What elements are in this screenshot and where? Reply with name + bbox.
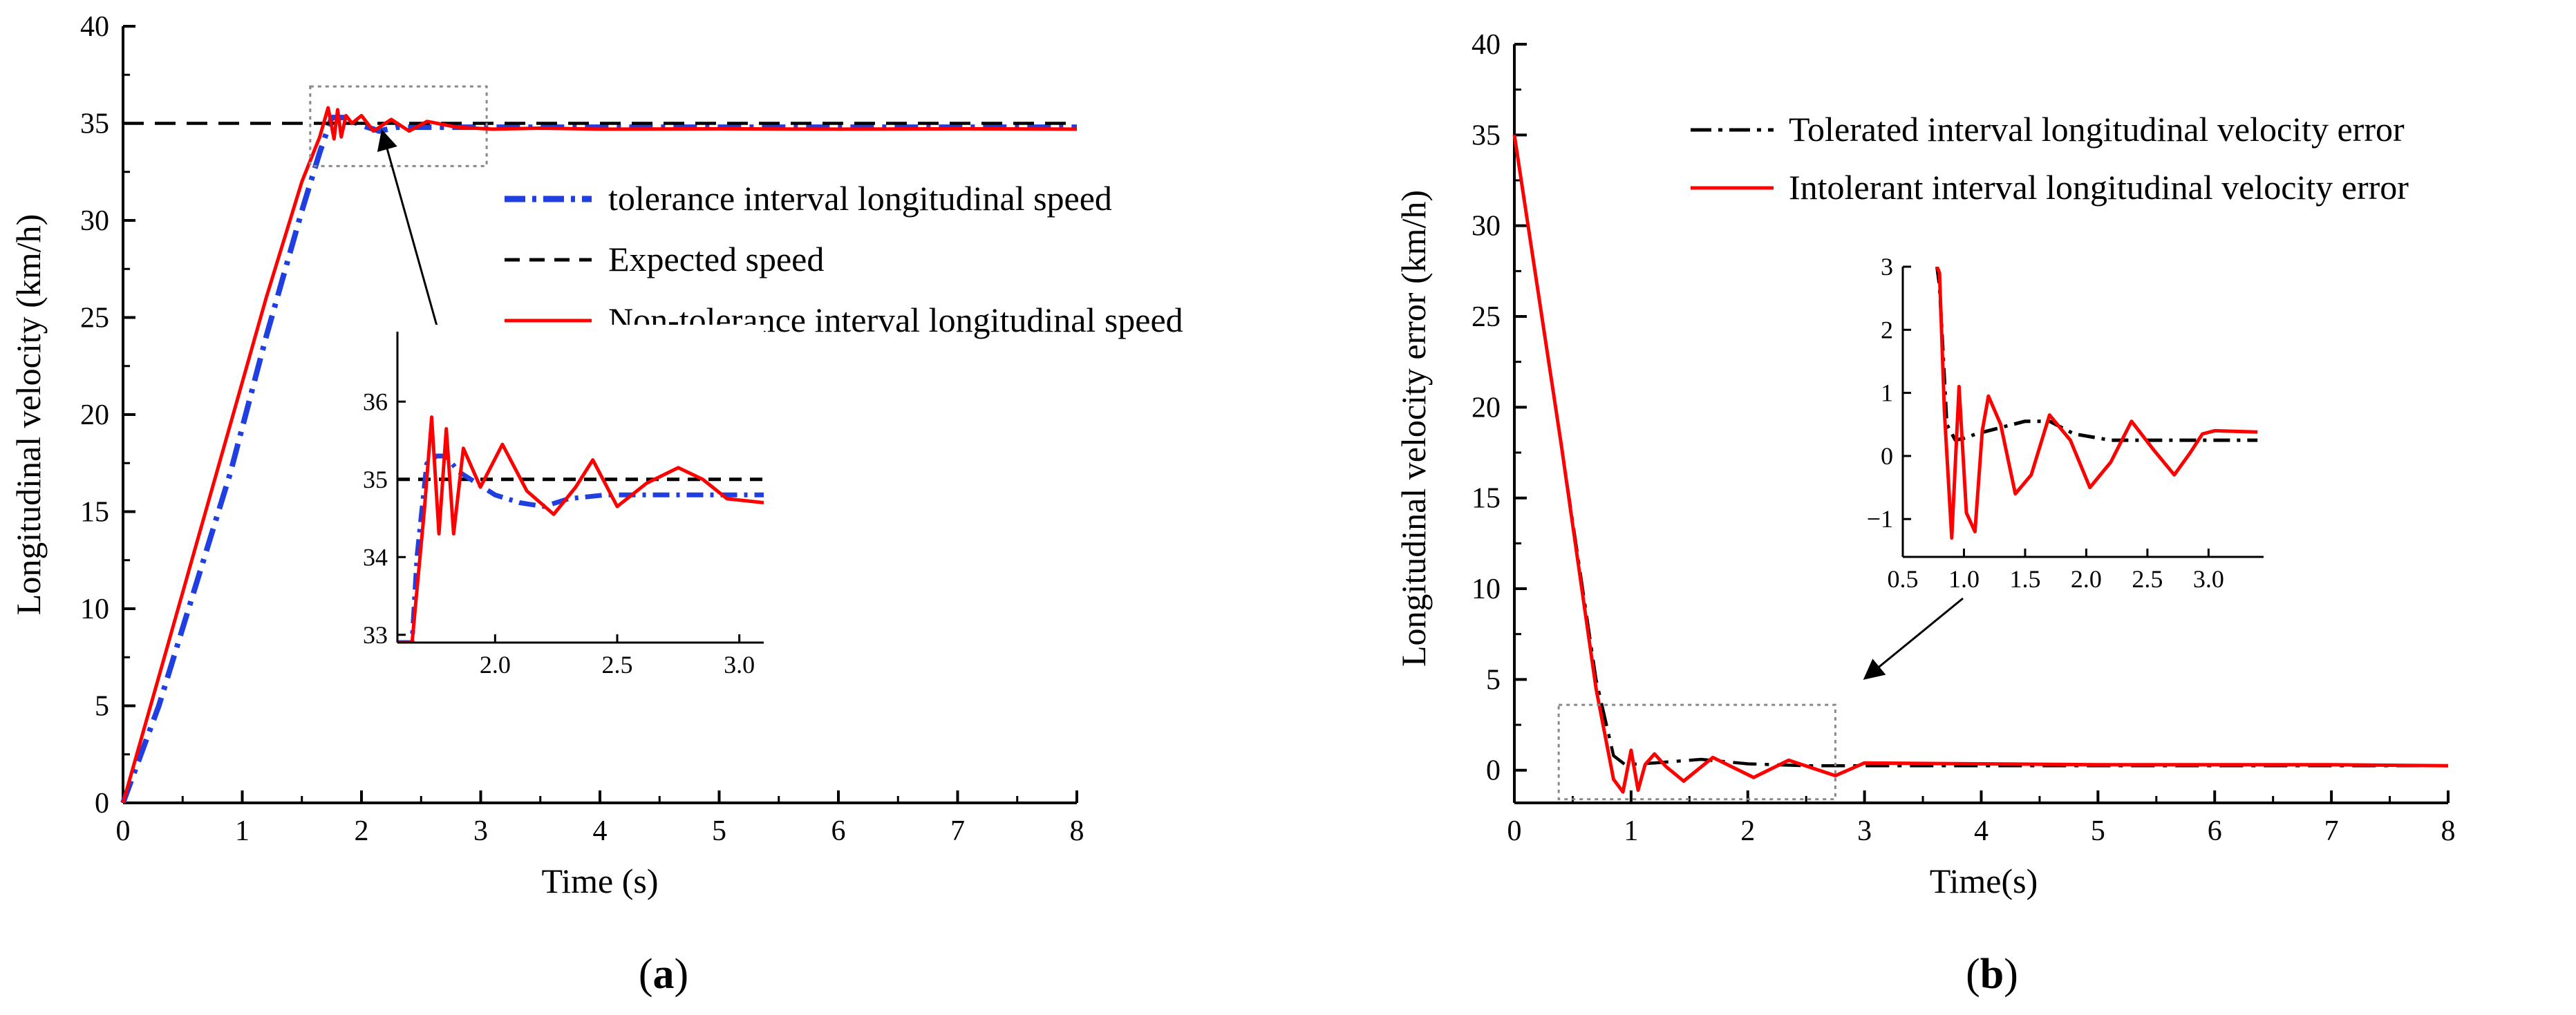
inset-x-tick-label: 1.0 (1948, 565, 1980, 593)
inset-chart: 2.0 2.5 3.0 33 34 35 36 (363, 325, 764, 679)
inset-series-line (397, 415, 764, 643)
inset-series-group (1935, 267, 2258, 540)
inset-series-group (397, 415, 764, 643)
x-tick-label: 4 (1974, 815, 1989, 847)
x-tick-label: 6 (831, 815, 846, 847)
y-axis-label: Longitudinal velocity error (km/h) (1394, 190, 1433, 667)
inset-x-tick-label: 1.5 (2009, 565, 2040, 593)
y-tick-label: 30 (1472, 211, 1501, 243)
inset-y-tick-label: 3 (1881, 253, 1893, 281)
y-tick-label: 30 (80, 205, 109, 237)
x-tick-label: 2 (355, 815, 369, 847)
series-line (121, 106, 1078, 804)
panel-label: (a) (639, 951, 688, 998)
inset-x-tick-label: 2.5 (602, 651, 633, 679)
panel-label: (b) (1966, 951, 2018, 998)
y-tick-label: 35 (80, 108, 109, 140)
y-tick-label: 5 (95, 691, 109, 723)
inset-series-line (397, 453, 764, 643)
x-tick-label: 0 (1507, 815, 1522, 847)
y-tick-label: 15 (1472, 483, 1501, 515)
panel-label-letter: b (1980, 951, 2004, 998)
x-tick-label: 8 (2441, 815, 2456, 847)
inset-x-tick-label: 2.0 (2071, 565, 2102, 593)
x-tick-label: 6 (2208, 815, 2222, 847)
x-tick-label: 4 (593, 815, 608, 847)
y-axis-label: Longitudinal velocity (km/h) (9, 214, 48, 615)
inset-y-tick-label: 35 (363, 466, 388, 493)
x-tick-label: 0 (116, 815, 131, 847)
x-axis-label: Time(s) (1930, 862, 2038, 900)
y-tick-label: 10 (1472, 573, 1501, 605)
y-tick-label: 40 (80, 11, 109, 43)
x-tick-label: 7 (950, 815, 965, 847)
y-tick-label: 15 (80, 497, 109, 529)
x-tick-label: 3 (473, 815, 488, 847)
x-tick-label: 3 (1857, 815, 1872, 847)
inset-x-tick-label: 2.0 (480, 651, 511, 679)
inset-series-line (1935, 267, 2258, 540)
legend-label: tolerance interval longitudinal speed (608, 179, 1112, 218)
inset-background (1903, 260, 2264, 557)
inset-y-tick-label: −1 (1867, 505, 1893, 533)
legend-label: Intolerant interval longitudinal velocit… (1789, 168, 2409, 207)
inset-y-tick-label: 36 (363, 388, 388, 415)
x-tick-label: 5 (2091, 815, 2105, 847)
panel-b-chart: 0 1 2 3 4 5 6 7 80510152025303540Time(s)Longitud… (1394, 29, 2456, 998)
zoom-arrow (377, 129, 444, 346)
x-tick-label: 1 (1624, 815, 1638, 847)
y-tick-label: 20 (1472, 392, 1501, 424)
y-tick-label: 5 (1486, 664, 1501, 696)
inset-x-tick-label: 3.0 (724, 651, 755, 679)
legend-label: Tolerated interval longitudinal velocity… (1789, 110, 2405, 149)
legend-label: Expected speed (608, 240, 824, 278)
panel-label-letter: a (653, 951, 675, 998)
y-tick-label: 25 (1472, 301, 1501, 333)
series-line (1512, 134, 2449, 794)
inset-y-tick-label: 1 (1881, 379, 1893, 407)
x-tick-label: 2 (1740, 815, 1755, 847)
inset-y-tick-label: 2 (1881, 316, 1893, 343)
inset-x-tick-label: 3.0 (2193, 565, 2224, 593)
inset-y-tick-label: 0 (1881, 442, 1893, 470)
inset-y-tick-label: 34 (363, 543, 388, 571)
y-tick-label: 10 (80, 594, 109, 625)
y-tick-label: 0 (95, 788, 109, 819)
inset-x-tick-label: 2.5 (2132, 565, 2163, 593)
y-tick-label: 40 (1472, 29, 1501, 61)
inset-series-line (1935, 267, 2258, 442)
y-tick-label: 0 (1486, 755, 1501, 787)
inset-y-tick-label: 33 (363, 621, 388, 649)
inset-chart: 0.5 1.0 1.5 2.0 2.5 3.0 −1 0 1 2 3 (1867, 253, 2264, 593)
x-tick-label: 5 (712, 815, 726, 847)
y-tick-label: 35 (1472, 120, 1501, 151)
zoom-arrow (1863, 597, 1964, 680)
x-axis-label: Time (s) (541, 862, 658, 900)
zoom-region-box (1557, 703, 1836, 801)
x-tick-label: 1 (235, 815, 250, 847)
x-tick-label: 7 (2324, 815, 2339, 847)
y-tick-label: 20 (80, 399, 109, 431)
zoom-region-box (309, 85, 488, 167)
y-tick-label: 25 (80, 303, 109, 334)
x-tick-label: 8 (1070, 815, 1084, 847)
inset-x-tick-label: 0.5 (1888, 565, 1919, 593)
